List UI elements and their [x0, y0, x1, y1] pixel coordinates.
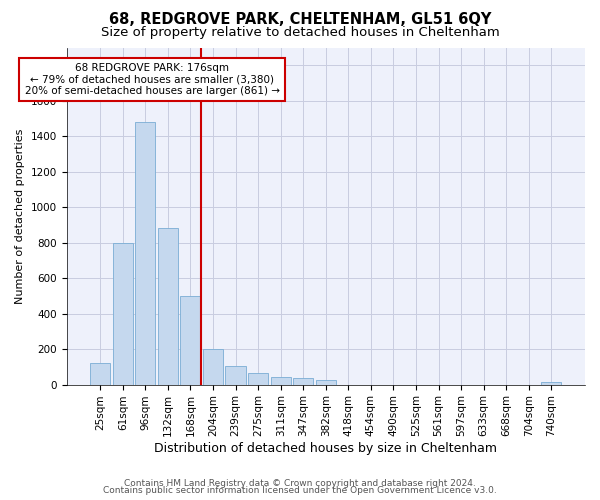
Bar — [271, 377, 291, 384]
Bar — [90, 364, 110, 384]
Bar — [113, 242, 133, 384]
X-axis label: Distribution of detached houses by size in Cheltenham: Distribution of detached houses by size … — [154, 442, 497, 455]
Y-axis label: Number of detached properties: Number of detached properties — [15, 128, 25, 304]
Text: Contains public sector information licensed under the Open Government Licence v3: Contains public sector information licen… — [103, 486, 497, 495]
Bar — [293, 378, 313, 384]
Bar — [203, 349, 223, 384]
Text: 68 REDGROVE PARK: 176sqm
← 79% of detached houses are smaller (3,380)
20% of sem: 68 REDGROVE PARK: 176sqm ← 79% of detach… — [25, 63, 280, 96]
Bar — [158, 228, 178, 384]
Text: Size of property relative to detached houses in Cheltenham: Size of property relative to detached ho… — [101, 26, 499, 39]
Bar — [248, 373, 268, 384]
Bar — [135, 122, 155, 384]
Bar — [181, 296, 200, 384]
Bar — [541, 382, 562, 384]
Bar — [226, 366, 246, 384]
Bar — [316, 380, 336, 384]
Text: Contains HM Land Registry data © Crown copyright and database right 2024.: Contains HM Land Registry data © Crown c… — [124, 478, 476, 488]
Text: 68, REDGROVE PARK, CHELTENHAM, GL51 6QY: 68, REDGROVE PARK, CHELTENHAM, GL51 6QY — [109, 12, 491, 28]
